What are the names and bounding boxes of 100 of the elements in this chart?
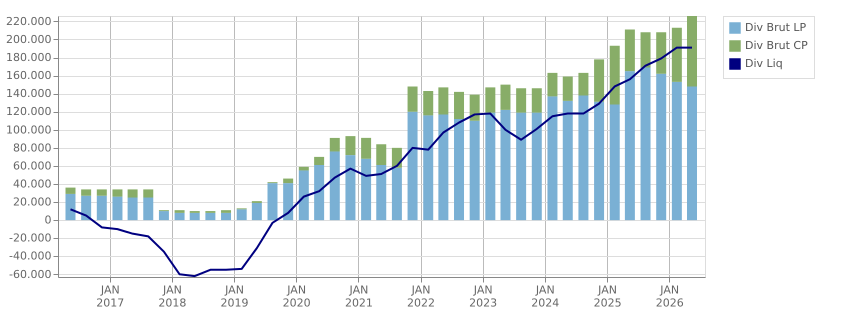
bar [516,112,526,220]
y-tick-label: 100.000 [6,123,52,136]
bar [392,168,402,220]
bar [672,28,682,82]
bar [594,102,604,220]
y-tick-label: -60.000 [9,268,52,281]
bar [283,178,294,184]
x-tick-label: JAN 2026 [656,284,684,310]
x-tick-label: JAN 2020 [282,284,311,310]
x-tick-label: JAN 2021 [344,284,373,310]
bar [500,110,510,220]
x-tick-label: JAN 2019 [220,284,249,310]
bar [547,72,558,96]
bar [454,92,464,119]
bar [190,212,200,220]
y-tick-label: 120.000 [6,105,52,118]
bar [221,210,232,213]
x-tick-label: JAN 2024 [531,284,560,310]
bar [687,16,697,86]
bar [547,96,558,220]
y-tick-label: 60.000 [13,159,52,172]
bar [578,95,588,220]
bar [314,165,324,220]
bar [345,136,356,156]
bar [640,32,651,68]
bar [330,151,340,220]
bar [408,112,418,220]
bar [485,87,496,113]
bar [81,189,92,196]
bar [500,84,510,110]
bar [330,138,340,152]
legend-label: Div Brut CP [745,39,808,52]
y-tick-label: 180.000 [6,51,52,64]
bar [454,118,464,220]
bar [96,196,107,220]
line-series [69,46,693,278]
bar [361,138,372,159]
bar [314,156,324,166]
bar [267,183,278,220]
y-tick-label: 0 [44,214,52,227]
bar [610,46,620,105]
x-tick-label: JAN 2022 [407,284,436,310]
bar [65,194,76,220]
bar [283,183,294,220]
bar [562,76,573,101]
bar [205,212,216,220]
bar [174,212,185,220]
x-tick-label: JAN 2023 [469,284,498,310]
bar [640,67,651,220]
bar [594,59,604,102]
bar [656,74,666,220]
y-tick-label: 220.000 [6,14,52,28]
y-tick-label: -20.000 [9,232,52,245]
bar [470,94,480,121]
bar [236,209,247,220]
bar [221,212,232,220]
bar [624,30,635,72]
bar [81,196,92,220]
bar [672,82,682,220]
bar [656,32,666,74]
bar [624,71,635,220]
bar [128,198,138,220]
bar [112,196,122,220]
y-tick-label: 80.000 [13,141,52,154]
bar [578,72,588,96]
bar [143,189,154,198]
y-tick-label: 200.000 [6,32,52,46]
y-tick-label: 160.000 [6,69,52,82]
bar [470,120,480,220]
legend-label: Div Liq [745,57,783,70]
y-tick-label: -40.000 [9,250,52,263]
bar [532,88,542,113]
bar [298,170,309,220]
bar [143,198,154,220]
bar [562,100,573,220]
y-tick-label: 140.000 [6,87,52,100]
bar [112,189,122,197]
bar [174,210,185,213]
bar [516,88,526,113]
legend-label: Div Brut LP [745,21,807,34]
bar [252,202,262,220]
bar [687,86,697,220]
bar [408,86,418,112]
bar [610,104,620,220]
bar [298,166,309,170]
x-tick-label: JAN 2018 [158,284,186,310]
bar [65,188,76,194]
bar [438,114,448,220]
bar [361,158,372,220]
bar [376,144,386,166]
y-tick-label: 20.000 [13,196,52,209]
y-tick-label: 40.000 [13,177,52,190]
bar [345,155,356,220]
bar [423,115,434,220]
bar [423,90,434,116]
bar [532,112,542,220]
bar [128,189,138,198]
bar [376,165,386,220]
bar [485,112,496,220]
bar [96,189,107,196]
